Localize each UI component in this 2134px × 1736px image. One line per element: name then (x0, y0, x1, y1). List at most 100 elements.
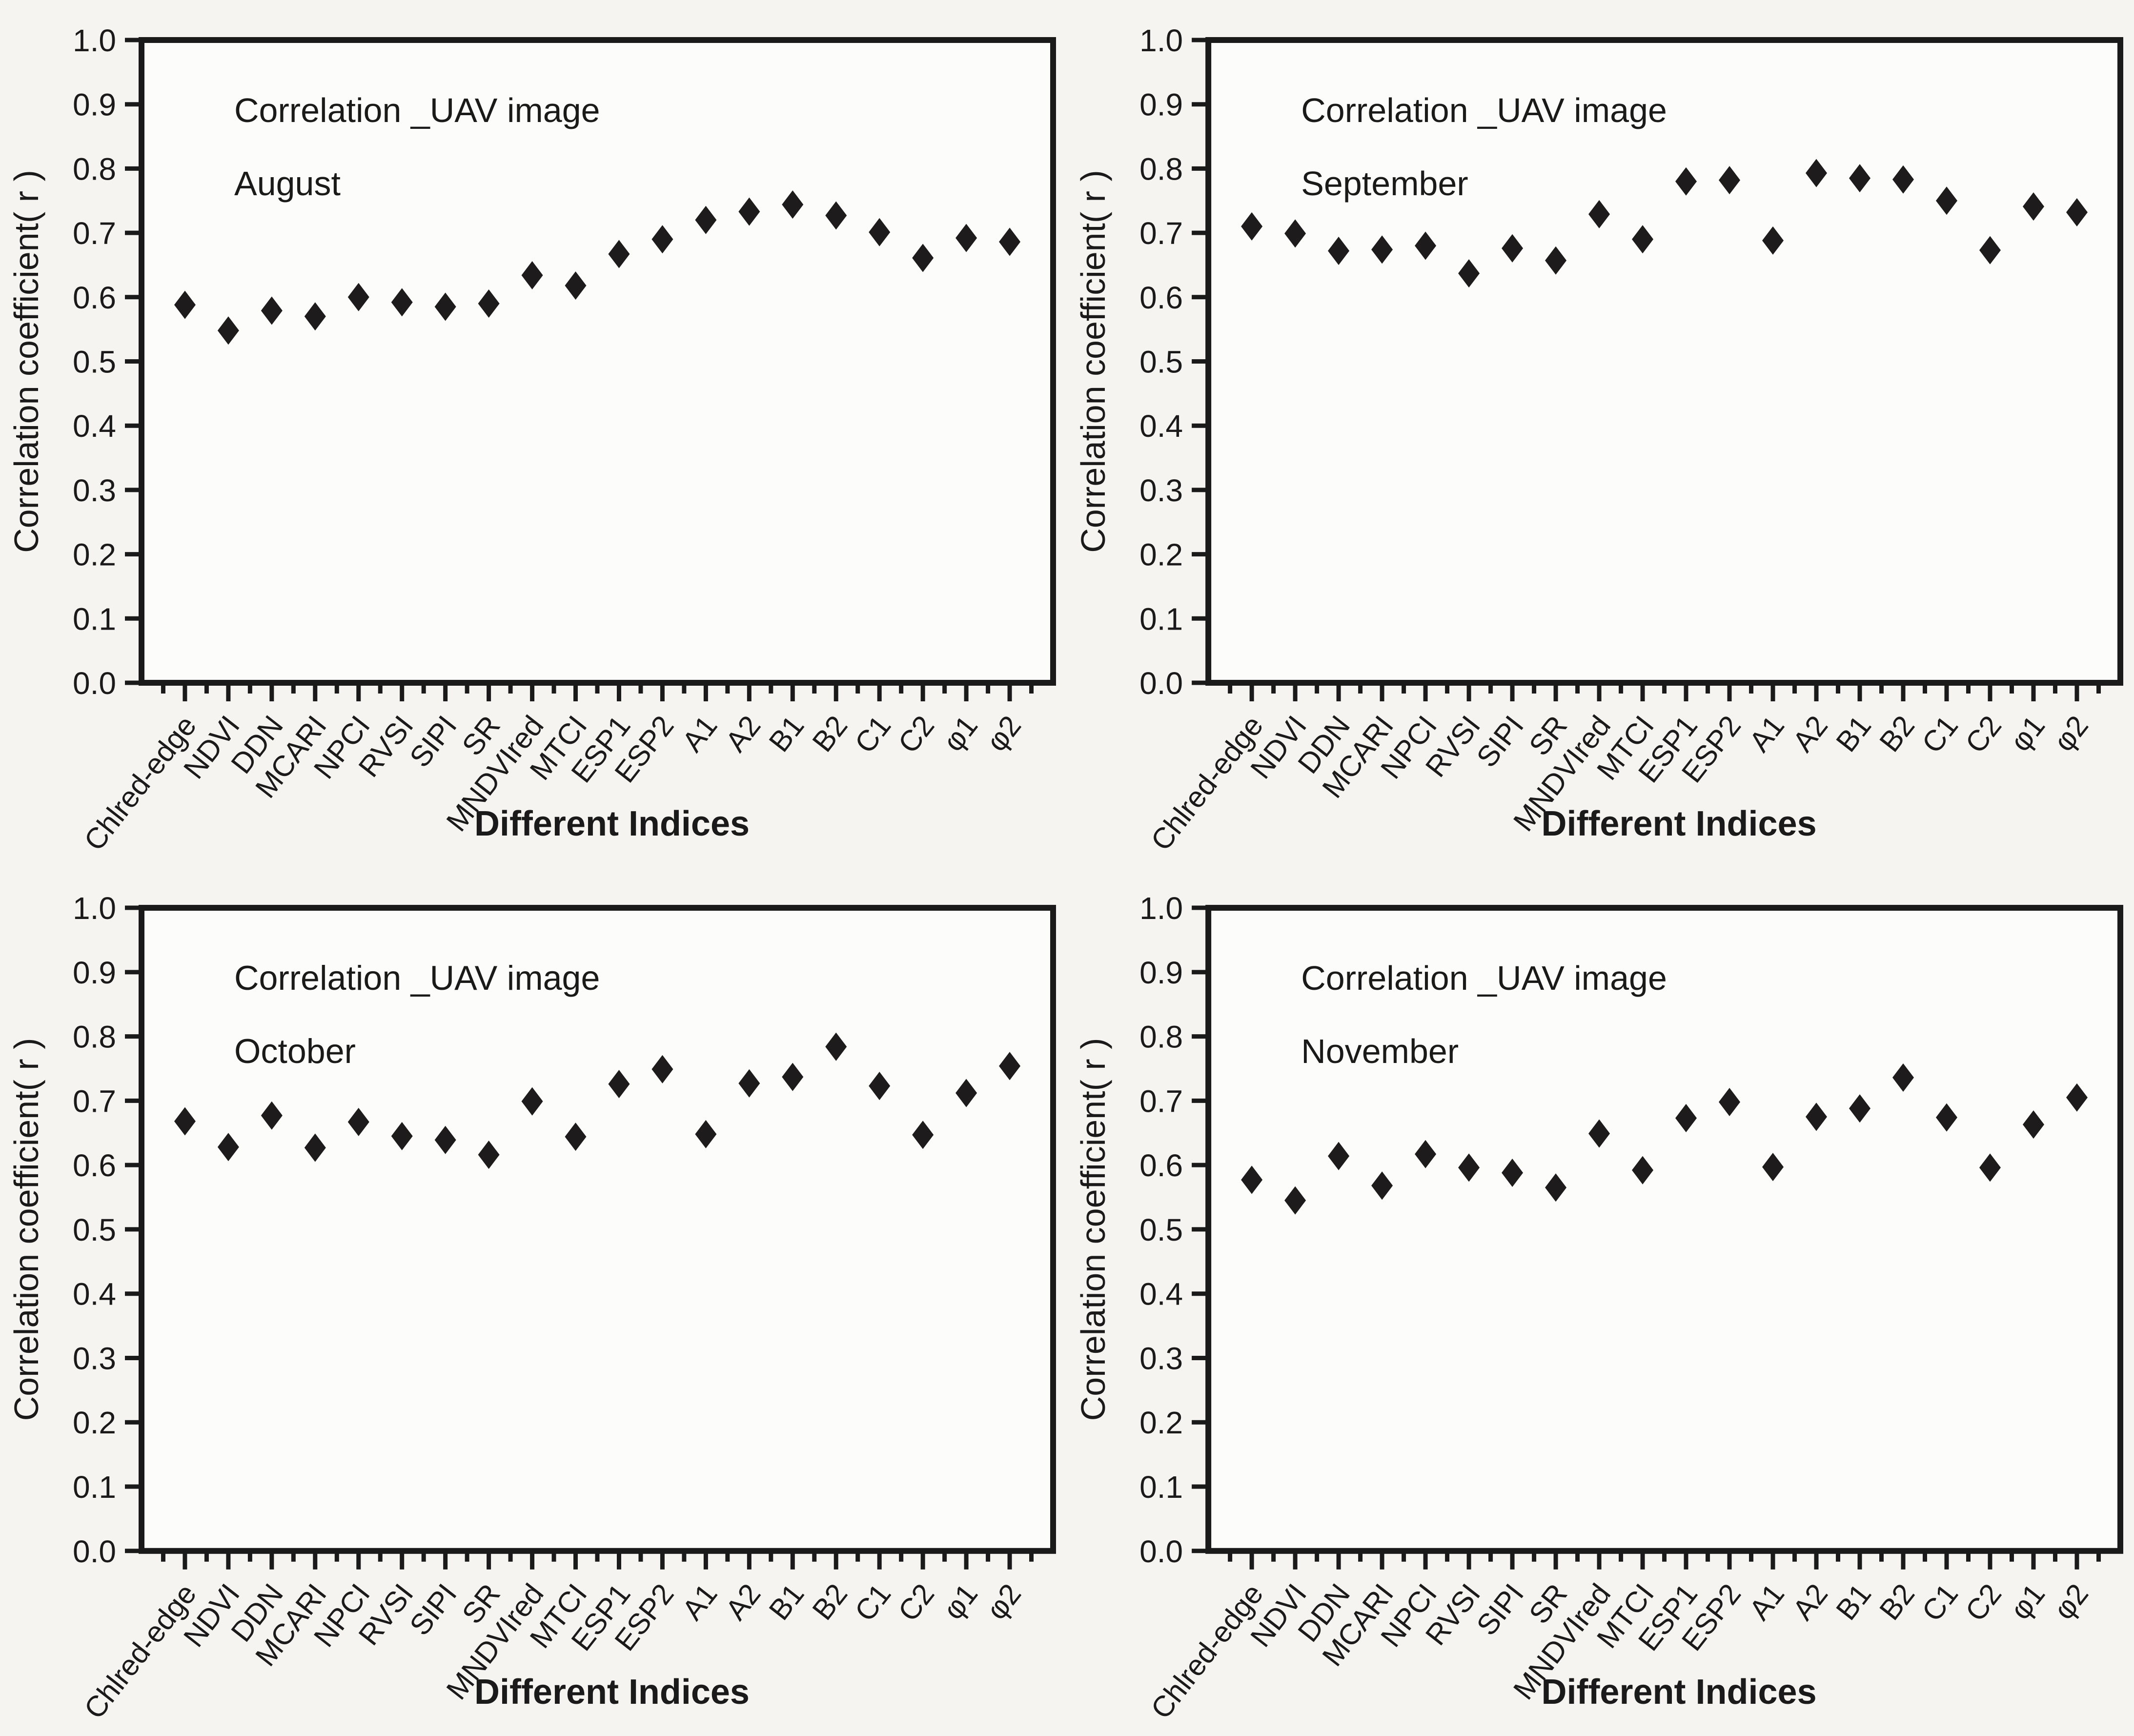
x-tick-label: C1 (848, 1578, 897, 1628)
y-tick-label: 0.0 (1139, 1534, 1183, 1569)
x-tick-label: A2 (719, 710, 767, 758)
x-tick-label: SIPI (403, 1578, 463, 1642)
data-point-diamond (1979, 1153, 2001, 1182)
x-tick-label: Chlred-edge (78, 1578, 203, 1725)
data-point-diamond (521, 261, 543, 290)
x-tick-label: φ1 (936, 1578, 984, 1626)
x-tick-label: φ1 (2004, 710, 2051, 757)
panel-november: 0.0 0.1 0.2 0.3 0.4 0.5 0.6 0.7 0.8 0.9 1.0 Chlred-… (1067, 868, 2134, 1736)
x-tick-label: A1 (676, 1578, 724, 1626)
x-tick-label: SIPI (1470, 710, 1530, 774)
data-point-diamond (347, 283, 369, 311)
y-tick-label: 0.6 (1139, 280, 1183, 315)
y-tick-label: 0.5 (73, 345, 116, 380)
data-point-diamond (695, 205, 717, 234)
x-tick-label: C1 (848, 710, 897, 759)
y-tick-label: 0.0 (73, 666, 116, 701)
data-point-diamond (738, 1069, 760, 1098)
chart-title: Correlation _UAV image (1301, 959, 1667, 997)
x-tick-label: B1 (763, 710, 811, 758)
data-point-diamond (695, 1120, 717, 1148)
data-point-diamond (565, 1123, 587, 1151)
y-tick-label: 0.2 (1139, 537, 1183, 572)
data-point-diamond (955, 224, 977, 252)
y-tick-label: 0.2 (73, 1405, 116, 1440)
data-point-diamond (782, 190, 804, 219)
data-point-diamond (1545, 246, 1567, 275)
x-tick-label: C2 (1959, 710, 2008, 759)
y-tick-label: 0.4 (1139, 408, 1183, 444)
y-tick-label: 0.2 (73, 537, 116, 572)
y-tick-label: 0.1 (1139, 1470, 1183, 1505)
chart-september: 0.0 0.1 0.2 0.3 0.4 0.5 0.6 0.7 0.8 0.9 1.0 Chlred-… (1074, 23, 2123, 857)
data-point-diamond (1979, 236, 2001, 265)
chart-august: 0.0 0.1 0.2 0.3 0.4 0.5 0.6 0.7 0.8 0.9 1.0 Chlred-… (7, 23, 1056, 857)
x-axis-title: Different Indices (474, 804, 750, 843)
panel-august: 0.0 0.1 0.2 0.3 0.4 0.5 0.6 0.7 0.8 0.9 1.0 Chlred-… (0, 0, 1067, 868)
data-point-diamond (1632, 1156, 1654, 1185)
x-tick-label: B2 (1873, 1578, 1921, 1626)
chart-month-label: September (1301, 164, 1468, 203)
x-tick-label: φ2 (2047, 710, 2094, 757)
x-tick-label: Chlred-edge (78, 710, 203, 857)
y-axis: 0.0 0.1 0.2 0.3 0.4 0.5 0.6 0.7 0.8 0.9 1.0 (1139, 23, 1209, 701)
x-axis-title: Different Indices (1541, 1673, 1816, 1712)
data-point-diamond (391, 1122, 413, 1150)
x-tick-label: A2 (719, 1578, 767, 1626)
y-tick-label: 0.8 (1139, 1020, 1183, 1055)
x-tick-label: φ2 (980, 710, 1027, 757)
y-tick-label: 0.3 (73, 1341, 116, 1376)
y-tick-label: 0.5 (1139, 1212, 1183, 1247)
plot-frame (1205, 37, 2123, 686)
x-tick-label: B1 (763, 1578, 811, 1626)
plot-frame (139, 37, 1056, 686)
chart-month-label: October (234, 1032, 356, 1070)
y-tick-label: 0.7 (73, 1083, 116, 1119)
y-axis: 0.0 0.1 0.2 0.3 0.4 0.5 0.6 0.7 0.8 0.9 1.0 (73, 891, 142, 1569)
data-point-diamond (1415, 231, 1437, 260)
x-tick-label: C1 (1915, 710, 1964, 759)
y-axis-title: Correlation coefficient( r ) (1074, 1038, 1112, 1421)
data-point-diamond (2022, 1110, 2045, 1139)
x-tick-label: A1 (1743, 710, 1790, 758)
x-tick-label: φ2 (980, 1578, 1027, 1626)
y-axis-title: Correlation coefficient( r ) (7, 170, 45, 553)
data-point-diamond (1806, 1103, 1828, 1131)
data-point-diamond (1588, 200, 1610, 228)
x-tick-label: B1 (1829, 710, 1877, 758)
y-tick-label: 1.0 (1139, 891, 1183, 926)
x-tick-label: B2 (806, 1578, 854, 1626)
y-tick-label: 0.3 (1139, 1341, 1183, 1376)
y-tick-label: 0.5 (73, 1212, 116, 1247)
data-point-diamond (347, 1107, 369, 1136)
x-tick-label: φ1 (2004, 1578, 2051, 1626)
data-point-diamond (1328, 236, 1350, 265)
y-tick-label: 0.4 (1139, 1277, 1183, 1312)
y-tick-label: 0.0 (73, 1534, 116, 1569)
y-tick-label: 0.1 (1139, 601, 1183, 636)
data-point-diamond (1806, 159, 1828, 187)
scatter-series (174, 190, 1021, 345)
y-tick-label: 0.7 (73, 216, 116, 251)
data-point-diamond (1328, 1142, 1350, 1170)
plot-frame (139, 905, 1056, 1554)
y-axis-title: Correlation coefficient( r ) (7, 1038, 45, 1421)
chart-title: Correlation _UAV image (1301, 91, 1667, 129)
x-tick-label: Chlred-edge (1144, 710, 1269, 857)
y-tick-label: 0.9 (1139, 87, 1183, 123)
data-point-diamond (869, 1072, 891, 1101)
x-tick-label: A2 (1786, 1578, 1834, 1626)
data-point-diamond (217, 316, 239, 345)
x-tick-label: B2 (1873, 710, 1921, 758)
chart-title: Correlation _UAV image (234, 91, 600, 129)
data-point-diamond (2066, 198, 2088, 226)
data-point-diamond (999, 227, 1021, 256)
y-tick-label: 0.4 (73, 1277, 116, 1312)
data-point-diamond (304, 302, 326, 331)
data-point-diamond (1415, 1140, 1437, 1168)
data-point-diamond (1849, 164, 1871, 193)
chart-month-label: August (234, 164, 341, 203)
y-tick-label: 0.2 (1139, 1405, 1183, 1440)
y-tick-label: 0.6 (73, 1148, 116, 1183)
y-tick-label: 0.1 (73, 1470, 116, 1505)
